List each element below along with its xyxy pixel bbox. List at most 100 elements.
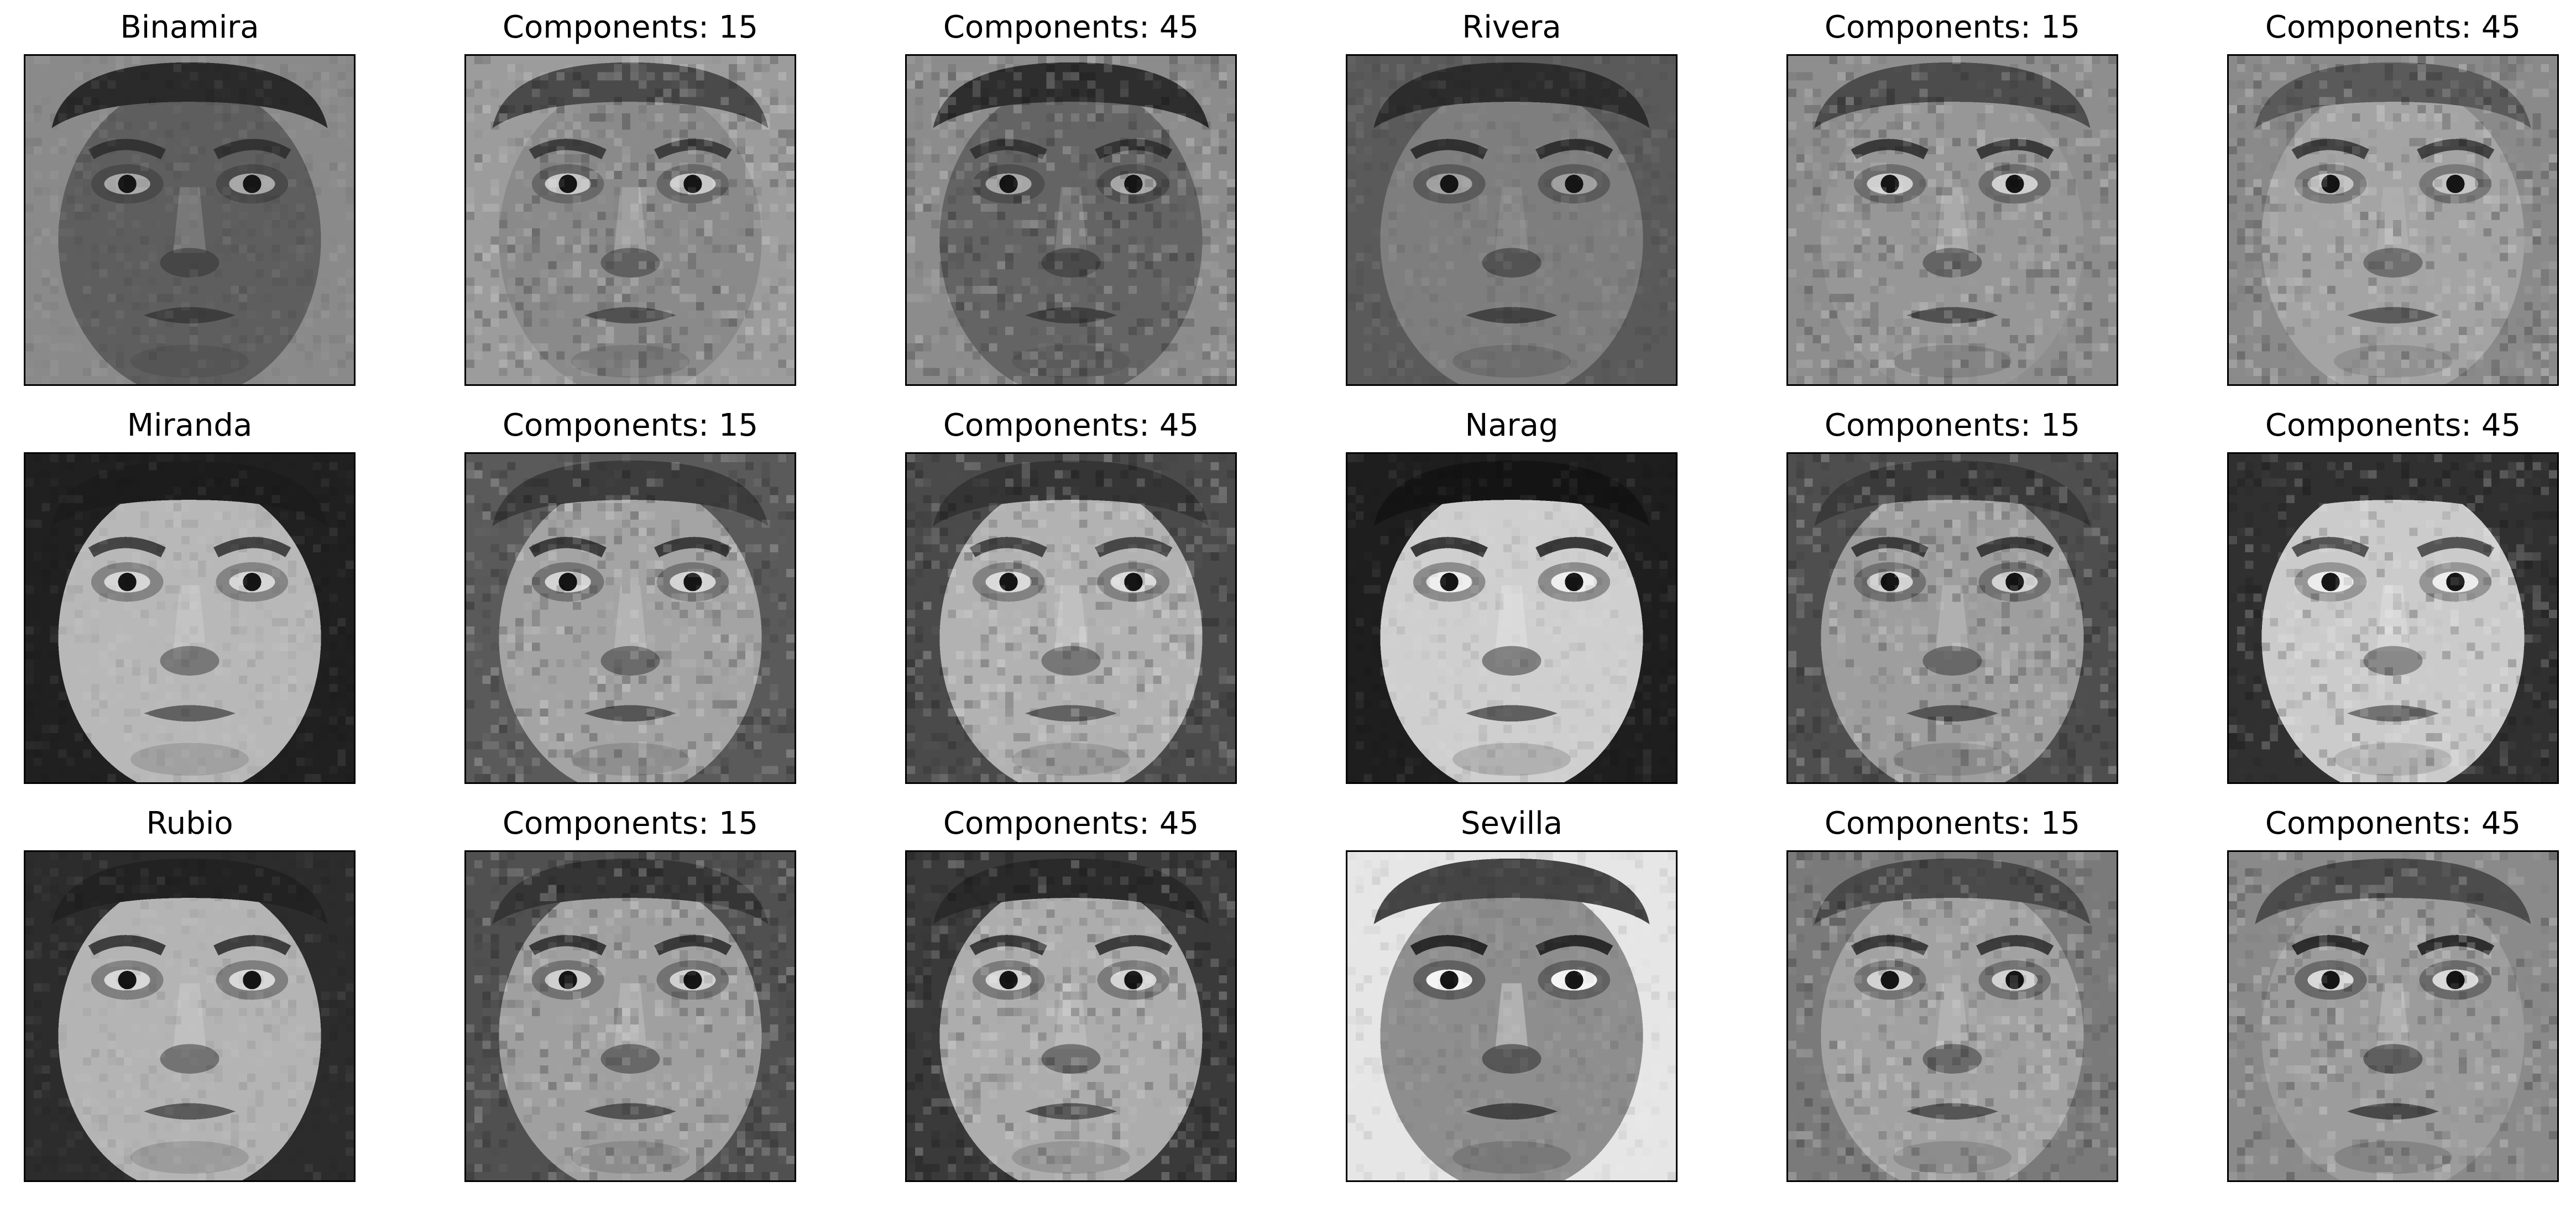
right-pupil bbox=[2446, 175, 2465, 194]
face-image bbox=[24, 452, 356, 784]
face-image bbox=[24, 54, 356, 386]
left-eyebrow bbox=[1410, 935, 1488, 956]
right-pupil bbox=[1124, 573, 1143, 592]
face-hair bbox=[1814, 62, 2091, 128]
right-eyebrow bbox=[1535, 537, 1613, 558]
right-pupil bbox=[2005, 971, 2024, 990]
right-eyebrow bbox=[2417, 537, 2495, 558]
face-drawing bbox=[25, 454, 354, 782]
mouth bbox=[1025, 1103, 1117, 1120]
face-image bbox=[2227, 850, 2559, 1182]
pixel-noise bbox=[2229, 56, 2557, 384]
mouth bbox=[2347, 705, 2439, 722]
chin-shadow bbox=[2334, 1141, 2452, 1174]
face-drawing bbox=[907, 56, 1235, 384]
left-eyebrow bbox=[1851, 935, 1929, 956]
right-eyebrow bbox=[213, 537, 291, 558]
face-hair bbox=[1373, 460, 1650, 526]
nose-bridge bbox=[614, 585, 647, 651]
face-skin bbox=[1821, 82, 2084, 384]
right-pupil bbox=[2005, 175, 2024, 194]
face-panel: Components: 15 bbox=[464, 404, 796, 785]
nose bbox=[160, 248, 220, 278]
chin-shadow bbox=[130, 1141, 249, 1174]
right-eyebrow bbox=[1976, 537, 2054, 558]
face-panel: Components: 45 bbox=[2227, 404, 2559, 785]
face-image bbox=[1786, 54, 2118, 386]
left-eyebrow bbox=[2291, 537, 2369, 558]
face-image bbox=[905, 452, 1237, 784]
face-drawing bbox=[907, 852, 1235, 1180]
left-eyebrow bbox=[969, 935, 1047, 956]
face-panel: Components: 15 bbox=[464, 802, 796, 1183]
nose bbox=[1041, 646, 1101, 676]
pixel-noise bbox=[25, 852, 354, 1180]
face-hair bbox=[1814, 460, 2091, 526]
right-eyebrow bbox=[654, 935, 732, 956]
face-skin bbox=[939, 82, 1203, 384]
right-pupil bbox=[683, 175, 702, 194]
face-image bbox=[1786, 452, 2118, 784]
panel-title: Rubio bbox=[146, 806, 233, 841]
pixel-noise bbox=[907, 454, 1235, 782]
nose-bridge bbox=[173, 983, 206, 1049]
pixel-noise bbox=[2229, 454, 2557, 782]
face-image bbox=[464, 452, 796, 784]
left-pupil bbox=[118, 971, 137, 990]
left-pupil bbox=[2321, 573, 2340, 592]
face-panel: Components: 45 bbox=[2227, 6, 2559, 387]
right-pupil bbox=[2446, 971, 2465, 990]
mouth bbox=[143, 307, 236, 324]
chin-shadow bbox=[2334, 344, 2452, 378]
right-pupil bbox=[1124, 971, 1143, 990]
nose-bridge bbox=[173, 187, 206, 253]
right-pupil bbox=[2005, 573, 2024, 592]
right-pupil bbox=[2446, 573, 2465, 592]
left-eyebrow bbox=[1410, 537, 1488, 558]
panel-title: Components: 45 bbox=[2265, 806, 2521, 841]
face-panel: Components: 45 bbox=[905, 404, 1237, 785]
chin-shadow bbox=[571, 1141, 689, 1174]
face-skin bbox=[939, 480, 1203, 782]
left-pupil bbox=[558, 971, 577, 990]
panel-title: Narag bbox=[1465, 407, 1559, 443]
mouth bbox=[2347, 1103, 2439, 1120]
face-drawing bbox=[466, 852, 795, 1180]
left-eyebrow bbox=[529, 139, 607, 160]
mouth bbox=[1906, 1103, 1999, 1120]
left-pupil bbox=[118, 175, 137, 194]
mouth bbox=[1465, 705, 1558, 722]
nose-bridge bbox=[2376, 585, 2410, 651]
right-pupil bbox=[1565, 971, 1584, 990]
chin-shadow bbox=[1452, 742, 1571, 776]
right-pupil bbox=[683, 573, 702, 592]
nose-bridge bbox=[1054, 187, 1088, 253]
mouth bbox=[1025, 307, 1117, 324]
face-drawing bbox=[1788, 56, 2117, 384]
left-pupil bbox=[1880, 971, 1899, 990]
left-eyebrow bbox=[88, 537, 166, 558]
left-eyebrow bbox=[1851, 537, 1929, 558]
face-hair bbox=[51, 62, 328, 128]
right-eyebrow bbox=[1976, 139, 2054, 160]
nose bbox=[1922, 1044, 1982, 1074]
nose-bridge bbox=[173, 585, 206, 651]
left-eyebrow bbox=[1410, 139, 1488, 160]
right-eyebrow bbox=[213, 139, 291, 160]
face-drawing bbox=[466, 454, 795, 782]
pixel-noise bbox=[466, 454, 795, 782]
nose bbox=[1482, 1044, 1542, 1074]
face-panel: Components: 15 bbox=[464, 6, 796, 387]
nose-bridge bbox=[614, 187, 647, 253]
right-pupil bbox=[243, 175, 262, 194]
nose-bridge bbox=[2376, 187, 2410, 253]
face-image bbox=[1786, 850, 2118, 1182]
right-eyebrow bbox=[2417, 935, 2495, 956]
right-eyebrow bbox=[2417, 139, 2495, 160]
left-pupil bbox=[999, 971, 1018, 990]
face-image bbox=[905, 54, 1237, 386]
right-eyebrow bbox=[1535, 935, 1613, 956]
left-eyebrow bbox=[969, 139, 1047, 160]
chin-shadow bbox=[2334, 742, 2452, 776]
left-pupil bbox=[1440, 971, 1459, 990]
